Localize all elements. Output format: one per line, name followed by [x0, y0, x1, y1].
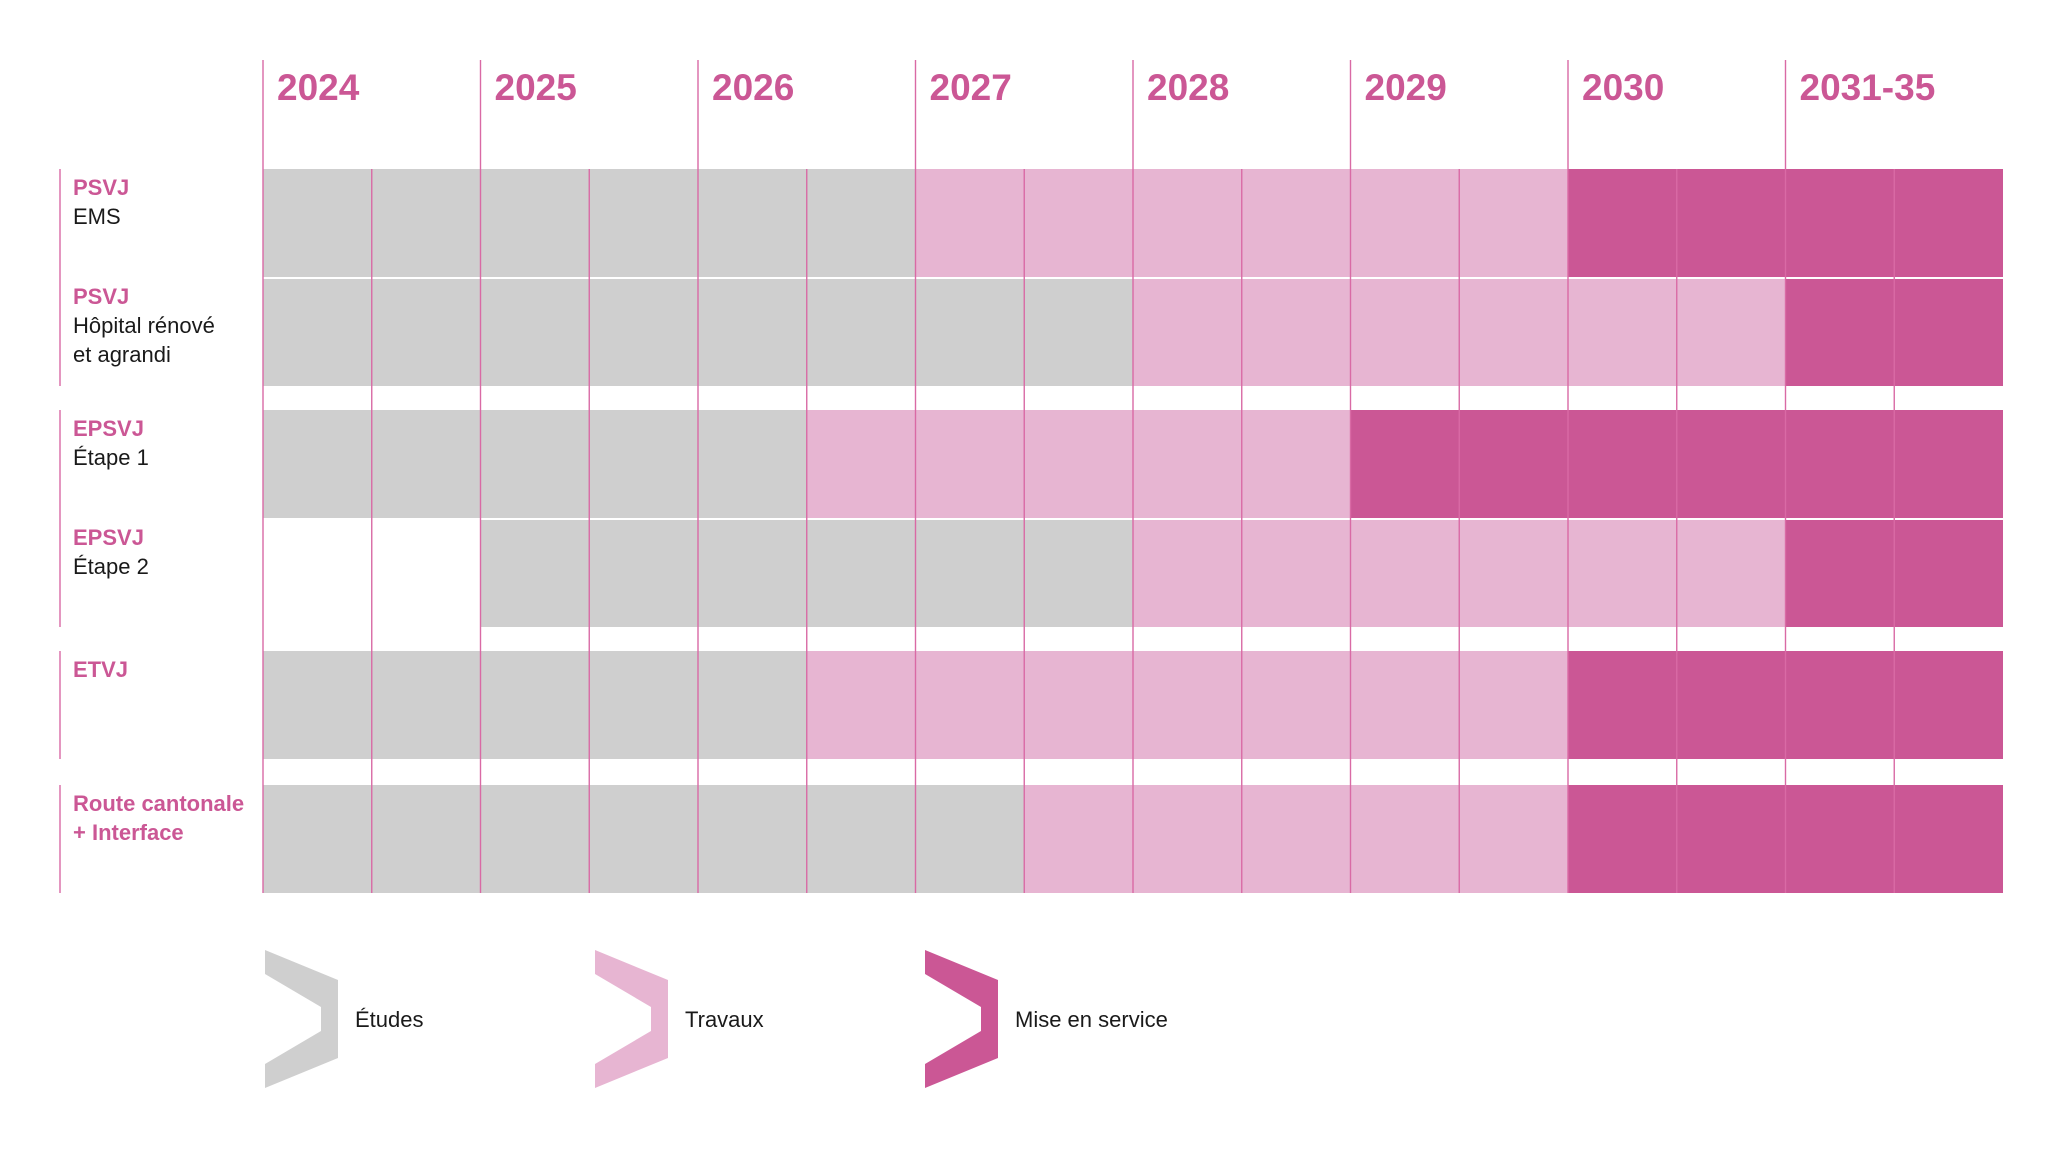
year-label: 2026: [712, 67, 794, 108]
bar-etudes-row-5: [263, 785, 1025, 893]
year-label: 2024: [277, 67, 360, 108]
year-label: 2027: [930, 67, 1012, 108]
row-code-label: PSVJ: [73, 175, 129, 200]
row-subtitle-label: et agrandi: [73, 342, 171, 367]
legend-chevron-travaux: [595, 950, 668, 1088]
row-labels: PSVJ EMS PSVJ Hôpital rénové et agrandi EPSVJ…: [73, 175, 244, 845]
bar-etudes-row-2: [263, 410, 807, 518]
year-label: 2029: [1365, 67, 1447, 108]
row-subtitle-label: Étape 1: [73, 445, 149, 470]
bar-travaux-row-4: [806, 651, 1568, 759]
year-label: 2030: [1582, 67, 1664, 108]
row-code-label: EPSVJ: [73, 525, 144, 550]
row-code-label: PSVJ: [73, 284, 129, 309]
legend-chevron-etudes: [265, 950, 338, 1088]
row-subtitle-label: Hôpital rénové: [73, 313, 215, 338]
row-code-label: EPSVJ: [73, 416, 144, 441]
row-subtitle-label: Étape 2: [73, 554, 149, 579]
year-label: 2031-35: [1800, 67, 1936, 108]
year-labels: 2024 2025 2026 2027 2028 2029 2030 2031-35: [277, 67, 1935, 108]
year-label: 2025: [495, 67, 577, 108]
legend: Études Travaux Mise en service: [265, 950, 1168, 1088]
year-label: 2028: [1147, 67, 1229, 108]
bar-travaux-row-5: [1024, 785, 1568, 893]
legend-chevron-service: [925, 950, 998, 1088]
row-subtitle-label: EMS: [73, 204, 121, 229]
row-code-label: + Interface: [73, 820, 184, 845]
row-code-label: Route cantonale: [73, 791, 244, 816]
row-code-label: ETVJ: [73, 657, 128, 682]
legend-label-etudes: Études: [355, 1007, 424, 1032]
bar-etudes-row-4: [263, 651, 807, 759]
legend-label-service: Mise en service: [1015, 1007, 1168, 1032]
grid-lines: [262, 60, 1895, 893]
legend-label-travaux: Travaux: [685, 1007, 764, 1032]
bar-travaux-row-2: [806, 410, 1351, 518]
